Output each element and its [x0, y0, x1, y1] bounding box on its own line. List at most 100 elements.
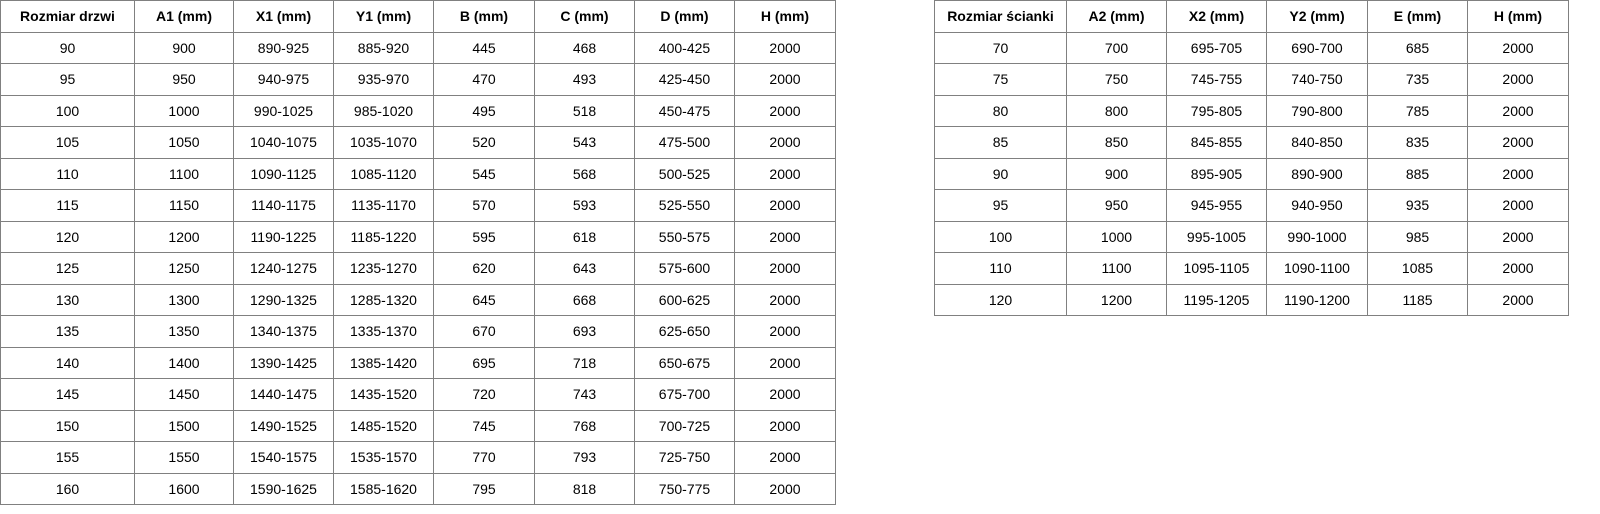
table-cell: 650-675 [634, 346, 735, 379]
table-cell: 835 [1367, 126, 1468, 159]
table-cell: 720 [433, 378, 535, 411]
table-cell: 800 [1066, 94, 1167, 127]
table-cell: 643 [534, 252, 635, 285]
table-cell: 468 [534, 31, 635, 64]
table-row: 150 1500 1490-1525 1485-1520 745 768 700-725 20… [0, 409, 836, 442]
table-cell: 2000 [1467, 283, 1569, 316]
table-cell: 543 [534, 126, 635, 159]
table-cell: 740-750 [1266, 63, 1368, 96]
table-cell: 70 [934, 31, 1067, 64]
table-cell: 80 [934, 94, 1067, 127]
table-cell: 400-425 [634, 31, 735, 64]
table-cell: 120 [934, 283, 1067, 316]
table-cell: 1200 [1066, 283, 1167, 316]
table-cell: 1000 [1066, 220, 1167, 253]
table-cell: 2000 [1467, 126, 1569, 159]
table-row: 115 1150 1140-1175 1135-1170 570 593 525-550 20… [0, 189, 836, 222]
table-cell: 85 [934, 126, 1067, 159]
table-row: 90 900 895-905 890-900 885 2000 [934, 157, 1569, 190]
table-cell: 845-855 [1166, 126, 1267, 159]
table-cell: 95 [934, 189, 1067, 222]
table-cell: 793 [534, 441, 635, 474]
table-row: 130 1300 1290-1325 1285-1320 645 668 600-625 20… [0, 283, 836, 316]
table-cell: 850 [1066, 126, 1167, 159]
table-cell: 1435-1520 [333, 378, 434, 411]
table-cell: 2000 [734, 31, 836, 64]
table-cell: 1300 [134, 283, 234, 316]
table-cell: 545 [433, 157, 535, 190]
table-cell: 568 [534, 157, 635, 190]
table-cell: 700-725 [634, 409, 735, 442]
table-cell: 2000 [1467, 63, 1569, 96]
table-cell: 790-800 [1266, 94, 1368, 127]
table-cell: 1290-1325 [233, 283, 334, 316]
table-cell: 625-650 [634, 315, 735, 348]
column-header: H (mm) [1467, 0, 1569, 33]
table-cell: 140 [0, 346, 135, 379]
table-row: 95 950 940-975 935-970 470 493 425-450 2000 [0, 63, 836, 96]
table-cell: 1040-1075 [233, 126, 334, 159]
table-cell: 2000 [1467, 157, 1569, 190]
table-cell: 1550 [134, 441, 234, 474]
table-cell: 1085-1120 [333, 157, 434, 190]
table-row: 120 1200 1195-1205 1190-1200 1185 2000 [934, 283, 1569, 316]
column-header: B (mm) [433, 0, 535, 33]
table-cell: 1540-1575 [233, 441, 334, 474]
table-cell: 890-925 [233, 31, 334, 64]
column-header: C (mm) [534, 0, 635, 33]
table-cell: 130 [0, 283, 135, 316]
table-row: 110 1100 1095-1105 1090-1100 1085 2000 [934, 252, 1569, 285]
table-cell: 105 [0, 126, 135, 159]
table-cell: 1195-1205 [1166, 283, 1267, 316]
table-row: 85 850 845-855 840-850 835 2000 [934, 126, 1569, 159]
table-cell: 120 [0, 220, 135, 253]
table-cell: 700 [1066, 31, 1167, 64]
table-cell: 1250 [134, 252, 234, 285]
table-cell: 425-450 [634, 63, 735, 96]
column-header: Y2 (mm) [1266, 0, 1368, 33]
table-cell: 1235-1270 [333, 252, 434, 285]
table-cell: 2000 [734, 472, 836, 505]
table-cell: 1190-1225 [233, 220, 334, 253]
table-cell: 675-700 [634, 378, 735, 411]
table-cell: 995-1005 [1166, 220, 1267, 253]
table-cell: 2000 [734, 63, 836, 96]
table-cell: 693 [534, 315, 635, 348]
table-cell: 1385-1420 [333, 346, 434, 379]
table-cell: 1335-1370 [333, 315, 434, 348]
wall-size-table: Rozmiar ścianki A2 (mm) X2 (mm) Y2 (mm) E (m… [934, 0, 1569, 316]
table-cell: 1590-1625 [233, 472, 334, 505]
column-header: Y1 (mm) [333, 0, 434, 33]
table-cell: 725-750 [634, 441, 735, 474]
table-row: 160 1600 1590-1625 1585-1620 795 818 750-775 20… [0, 472, 836, 505]
table-cell: 990-1000 [1266, 220, 1368, 253]
table-cell: 145 [0, 378, 135, 411]
table-cell: 90 [934, 157, 1067, 190]
table-cell: 745 [433, 409, 535, 442]
table-cell: 125 [0, 252, 135, 285]
table-cell: 1350 [134, 315, 234, 348]
table-row: 155 1550 1540-1575 1535-1570 770 793 725-750 20… [0, 441, 836, 474]
table-cell: 1400 [134, 346, 234, 379]
table-cell: 1185-1220 [333, 220, 434, 253]
door-size-table: Rozmiar drzwi A1 (mm) X1 (mm) Y1 (mm) B (mm)… [0, 0, 836, 505]
table-cell: 900 [134, 31, 234, 64]
table-cell: 935 [1367, 189, 1468, 222]
table-cell: 795-805 [1166, 94, 1267, 127]
table-cell: 95 [0, 63, 135, 96]
table-cell: 885-920 [333, 31, 434, 64]
table-cell: 2000 [734, 315, 836, 348]
header-row: Rozmiar drzwi A1 (mm) X1 (mm) Y1 (mm) B (mm)… [0, 0, 836, 33]
table-cell: 110 [0, 157, 135, 190]
header-row: Rozmiar ścianki A2 (mm) X2 (mm) Y2 (mm) E (m… [934, 0, 1569, 33]
table-cell: 750-775 [634, 472, 735, 505]
table-cell: 990-1025 [233, 94, 334, 127]
table-row: 135 1350 1340-1375 1335-1370 670 693 625-650 20… [0, 315, 836, 348]
table-cell: 750 [1066, 63, 1167, 96]
column-header: A1 (mm) [134, 0, 234, 33]
table-cell: 668 [534, 283, 635, 316]
table-cell: 525-550 [634, 189, 735, 222]
column-header: Rozmiar drzwi [0, 0, 135, 33]
table-cell: 1090-1125 [233, 157, 334, 190]
table-cell: 2000 [1467, 94, 1569, 127]
